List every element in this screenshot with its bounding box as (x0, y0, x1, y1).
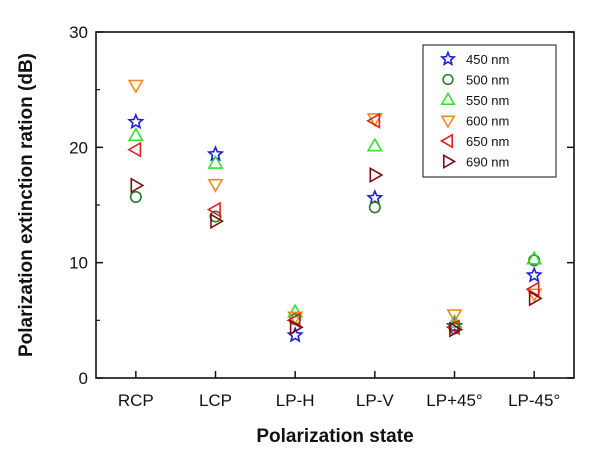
data-point (366, 188, 384, 206)
legend-label: 500 nm (466, 73, 509, 88)
data-point (207, 154, 224, 169)
data-point (130, 177, 145, 194)
legend-marker (442, 153, 457, 170)
y-tick-label: 0 (79, 369, 88, 388)
y-tick-label: 30 (69, 23, 88, 42)
data-point (526, 250, 543, 265)
x-tick-label: LP-H (276, 391, 315, 410)
legend-marker (440, 91, 456, 106)
data-point (206, 201, 221, 218)
x-tick-label: LP+45° (426, 391, 482, 410)
data-point (129, 190, 142, 203)
y-axis-label: Polarization extinction ration (dB) (16, 53, 37, 357)
y-axis-ticks: 0 10 20 30 (69, 23, 574, 388)
legend-label: 450 nm (466, 52, 509, 67)
legend-marker (439, 50, 457, 66)
legend-marker (439, 133, 454, 149)
data-point (446, 309, 463, 324)
data-point (366, 112, 381, 129)
legend-label: 600 nm (466, 114, 509, 129)
data-points (127, 79, 543, 343)
data-point (127, 127, 144, 142)
data-point (289, 319, 304, 336)
data-point (210, 213, 225, 230)
data-point (366, 113, 383, 128)
data-point (127, 112, 145, 130)
legend-label: 550 nm (466, 93, 509, 108)
x-tick-label: RCP (118, 391, 154, 410)
legend-box (422, 44, 557, 178)
legend-marker (442, 73, 454, 86)
y-tick-label: 20 (69, 138, 88, 157)
data-point (366, 137, 383, 152)
legend-label: 690 nm (466, 155, 509, 170)
legend: 450 nm 500 nm 550 nm 600 nm 650 nm 690 nm (422, 44, 557, 178)
legend-label: 650 nm (466, 134, 509, 149)
x-axis-ticks: RCP LCP LP-H LP-V LP+45° LP-45° (118, 371, 560, 410)
data-point (207, 178, 224, 193)
x-tick-label: LCP (199, 391, 232, 410)
data-point (127, 141, 142, 158)
y-tick-label: 10 (69, 254, 88, 273)
data-point (368, 201, 381, 214)
x-tick-label: LP-45° (508, 391, 560, 410)
data-point (369, 166, 384, 184)
data-point (525, 266, 543, 283)
data-point (528, 290, 543, 307)
data-point (127, 79, 144, 94)
data-point (449, 321, 464, 338)
x-axis-label: Polarization state (256, 426, 413, 447)
data-point (525, 281, 540, 298)
data-point (286, 312, 301, 329)
legend-marker (440, 115, 456, 129)
x-tick-label: LP-V (356, 391, 394, 410)
